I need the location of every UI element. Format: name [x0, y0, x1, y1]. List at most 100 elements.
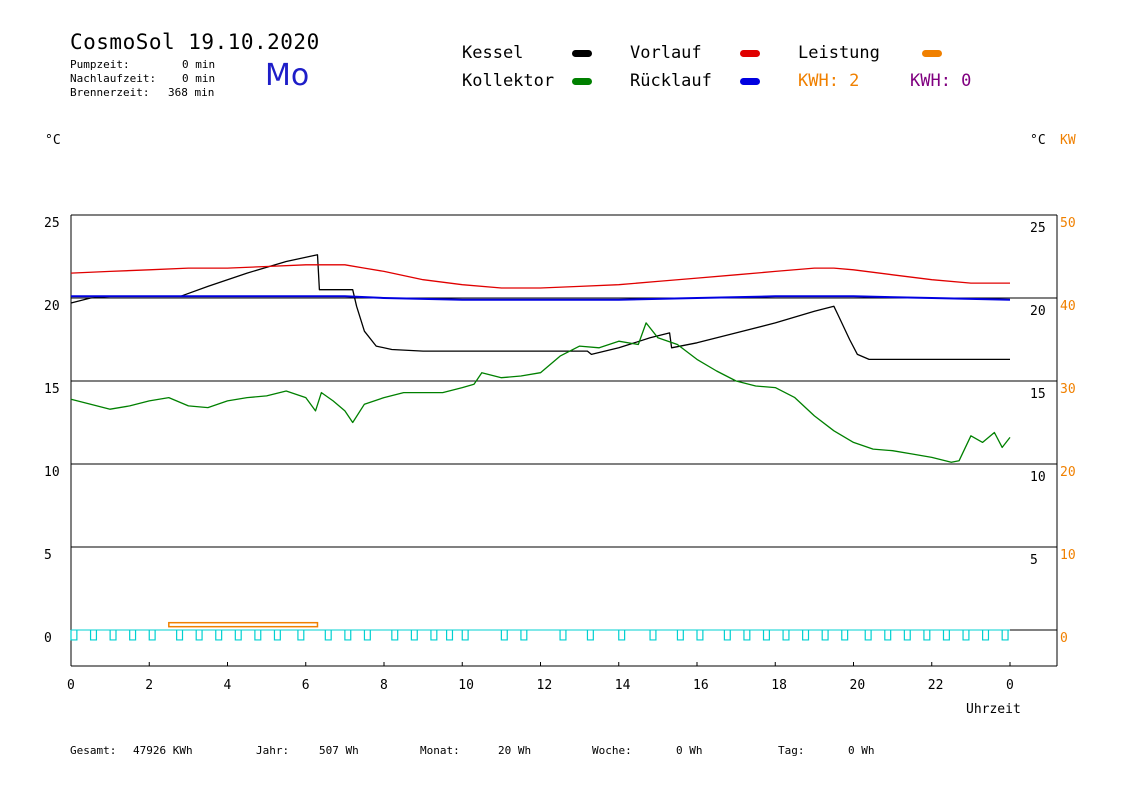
footer-tag-label: Tag: [778, 744, 805, 757]
pump-pulse [215, 630, 223, 641]
stat-pumpzeit-label: Pumpzeit: [70, 58, 130, 71]
left-axis-unit: °C [45, 133, 61, 148]
legend-ruecklauf-label: Rücklauf [630, 71, 712, 91]
pump-pulse [109, 630, 117, 641]
pump-pulse [962, 630, 970, 641]
pump-pulse [743, 630, 751, 641]
right-axis-unit-kw: KW [1060, 133, 1076, 148]
footer-gesamt-label: Gesamt: [70, 744, 117, 757]
footer-monat-label: Monat: [420, 744, 460, 757]
y-left-tick-label: 0 [44, 631, 52, 646]
pump-pulse [1001, 630, 1009, 641]
pump-pulse [520, 630, 528, 641]
y-right-c-tick-label: 25 [1030, 221, 1046, 236]
x-axis-label: Uhrzeit [966, 702, 1021, 717]
y-left-tick-label: 20 [44, 299, 60, 314]
pump-pulse [802, 630, 810, 641]
pump-pulse [129, 630, 137, 641]
y-right-kw-tick-label: 30 [1060, 382, 1076, 397]
pump-pulse [586, 630, 594, 641]
legend-leistung-label: Leistung [798, 43, 880, 63]
x-tick-label: 14 [615, 678, 631, 693]
y-left-tick-label: 15 [44, 382, 60, 397]
pump-pulse [446, 630, 454, 641]
stat-brennerzeit-label: Brennerzeit: [70, 86, 150, 99]
series-kollektor [70, 322, 1011, 463]
x-tick-label: 10 [458, 678, 474, 693]
x-tick-label: 12 [537, 678, 553, 693]
pump-pulse [344, 630, 352, 641]
y-right-c-tick-label: 15 [1030, 387, 1046, 402]
y-right-kw-tick-label: 40 [1060, 299, 1076, 314]
footer-woche-label: Woche: [592, 744, 632, 757]
y-right-kw-tick-label: 0 [1060, 631, 1068, 646]
pump-pulse [821, 630, 829, 641]
pump-pulse [324, 630, 332, 641]
y-right-c-tick-label: 10 [1030, 470, 1046, 485]
stat-pumpzeit-value: 0 min [182, 58, 216, 71]
pump-pulse [841, 630, 849, 641]
legend-kessel-swatch [572, 50, 592, 57]
pump-pulse [273, 630, 281, 641]
x-tick-label: 20 [850, 678, 866, 693]
pump-pulse [942, 630, 950, 641]
legend-kessel-label: Kessel [462, 43, 524, 63]
x-tick-label: 0 [1006, 678, 1014, 693]
pump-pulse [762, 630, 770, 641]
pump-pulse [923, 630, 931, 641]
pump-pulse [254, 630, 262, 641]
pump-pulse [500, 630, 508, 641]
pump-pulse [461, 630, 469, 641]
pump-pulse [176, 630, 184, 641]
legend-kollektor-swatch [572, 78, 592, 85]
pump-pulse [782, 630, 790, 641]
y-left-tick-label: 25 [44, 216, 60, 231]
pump-pulse [676, 630, 684, 641]
x-tick-label: 16 [693, 678, 709, 693]
pump-pulse [148, 630, 156, 641]
weekday-label: Mo [265, 58, 310, 93]
footer-jahr-label: Jahr: [256, 744, 290, 757]
series-kessel [70, 254, 1010, 361]
chart-title: CosmoSol 19.10.2020 [70, 30, 320, 54]
y-right-c-tick-label: 5 [1030, 553, 1038, 568]
y-left-tick-label: 5 [44, 548, 52, 563]
footer-jahr-value: 507 Wh [319, 744, 359, 757]
series-vorlauf [70, 264, 1010, 289]
footer-woche-value: 0 Wh [676, 744, 703, 757]
pump-pulse [391, 630, 399, 641]
y-right-kw-tick-label: 20 [1060, 465, 1076, 480]
legend-leistung-swatch [922, 50, 942, 57]
footer-monat-value: 20 Wh [498, 744, 532, 757]
series-leistung [168, 621, 319, 628]
stat-nachlaufzeit-value: 0 min [182, 72, 216, 85]
series-ruecklauf [71, 295, 1011, 301]
pump-pulse [410, 630, 418, 641]
pump-pulse [618, 630, 626, 641]
pump-pulse [89, 630, 98, 641]
x-tick-label: 22 [928, 678, 944, 693]
pump-pulse [723, 630, 731, 641]
pump-pulse [864, 630, 872, 641]
y-right-kw-tick-label: 50 [1060, 216, 1076, 231]
pump-pulse [559, 630, 567, 641]
legend-kwh-orange: KWH: 2 [798, 71, 860, 91]
stat-nachlaufzeit-label: Nachlaufzeit: [70, 72, 157, 85]
pump-pulse [884, 630, 892, 641]
legend-ruecklauf-swatch [740, 78, 760, 85]
legend-vorlauf-label: Vorlauf [630, 43, 702, 63]
pump-pulse [903, 630, 911, 641]
pump-pulse [696, 630, 704, 641]
x-tick-label: 4 [224, 678, 232, 693]
pump-pulse [363, 630, 371, 641]
pump-pulse [430, 630, 438, 641]
x-tick-label: 6 [302, 678, 310, 693]
x-tick-label: 2 [145, 678, 153, 693]
pump-pulse [982, 630, 990, 641]
y-right-kw-tick-label: 10 [1060, 548, 1076, 563]
footer-tag-value: 0 Wh [848, 744, 875, 757]
stat-brennerzeit-value: 368 min [168, 86, 215, 99]
legend-vorlauf-swatch [740, 50, 760, 57]
right-axis-unit-c: °C [1030, 133, 1046, 148]
